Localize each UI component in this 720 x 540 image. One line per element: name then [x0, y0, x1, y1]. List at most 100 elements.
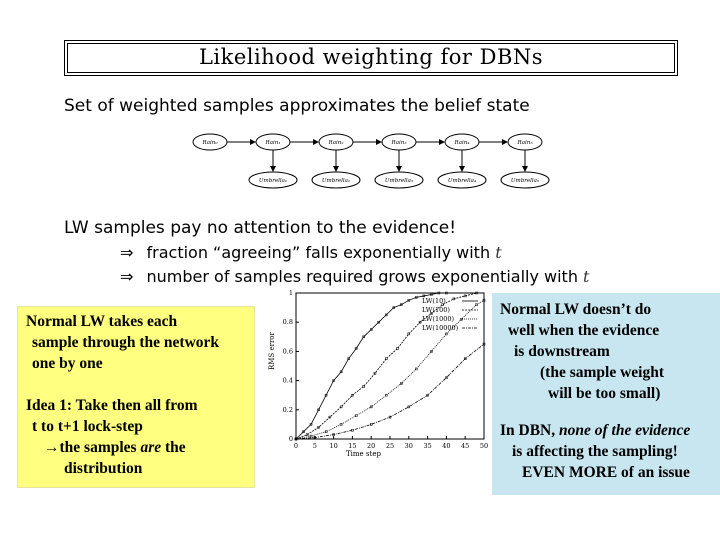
- series-point: [351, 428, 354, 432]
- rain-node-label: Rain₁: [264, 140, 280, 146]
- series-point: [294, 437, 298, 441]
- right-note-line: In DBN, none of the evidence: [500, 422, 691, 439]
- implies-symbol: ⇒: [120, 267, 134, 286]
- series-point: [430, 350, 433, 353]
- series-point: [422, 294, 426, 298]
- implication-samples-text: number of samples required grows exponen…: [146, 267, 578, 286]
- series-point: [373, 372, 377, 375]
- rain-node: Rain₅: [507, 133, 543, 151]
- series-point: [347, 357, 350, 360]
- series-point: [306, 433, 309, 436]
- series-point: [407, 332, 411, 336]
- series-point: [384, 313, 388, 317]
- right-note-line: is affecting the sampling!: [512, 443, 678, 460]
- rain-node-label: Rain₂: [327, 140, 343, 146]
- series-point: [437, 291, 441, 295]
- series-point: [392, 306, 396, 309]
- right-note-line: EVEN MORE of an issue: [522, 464, 690, 481]
- series-point: [418, 320, 422, 324]
- y-tick-label: 1: [289, 290, 293, 297]
- right-note-line: is downstream: [514, 343, 610, 360]
- right-note-line: (the sample weight: [540, 364, 664, 381]
- legend-entry: LW(10): [422, 297, 446, 305]
- x-axis-label: Time step: [346, 450, 381, 458]
- left-note-line: distribution: [64, 460, 143, 477]
- series-point: [430, 312, 433, 315]
- series-point: [377, 320, 380, 324]
- series-point: [482, 342, 486, 346]
- umbrella-node-label: Umbrella₁: [259, 178, 287, 184]
- series-point: [445, 332, 448, 336]
- implication-fraction-text: fraction “agreeing” falls exponentially …: [146, 243, 491, 262]
- series-line: [295, 292, 447, 440]
- series-line: [295, 343, 485, 440]
- left-note-box: Normal LW takes each sample through the …: [18, 307, 254, 487]
- x-tick-label: 25: [386, 442, 394, 450]
- series-point: [309, 423, 313, 426]
- left-note-line: →the samples are the: [44, 439, 186, 456]
- series-point: [407, 405, 411, 409]
- x-tick-label: 30: [405, 442, 413, 450]
- rain-node-label: Rain₅: [516, 140, 533, 146]
- x-tick-label: 0: [294, 442, 298, 450]
- x-tick-label: 45: [461, 442, 469, 450]
- umbrella-node: Umbrella₃: [374, 171, 424, 189]
- series-point: [475, 303, 478, 306]
- time-variable: t: [583, 267, 590, 286]
- x-tick-label: 20: [367, 442, 375, 450]
- series-point: [339, 405, 343, 409]
- rain-node: Rain₂: [318, 133, 354, 151]
- series-point: [332, 433, 335, 436]
- rms-error-chart: 0 0.2 0.4 0.6 0.8 1 0 5 10 15 20 25 30 35 40 45 50 LW(1…: [268, 290, 488, 458]
- series-point: [426, 393, 429, 397]
- series-point: [339, 370, 343, 374]
- series-point: [415, 296, 418, 299]
- series-point: [415, 367, 418, 371]
- x-tick-label: 35: [423, 442, 431, 450]
- right-note-box: Normal LW doesn’t do well when the evide…: [492, 293, 720, 495]
- y-tick-label: 0.2: [283, 406, 293, 414]
- x-tick-label: 5: [313, 442, 317, 450]
- y-tick-label: 0.4: [283, 377, 293, 385]
- legend-entry: LW(1000): [422, 315, 455, 323]
- series-point: [430, 293, 433, 296]
- series-point: [400, 303, 403, 306]
- series-point: [302, 430, 305, 433]
- series-point: [324, 430, 328, 433]
- series-point: [384, 393, 388, 397]
- left-note-line: Normal LW takes each: [26, 313, 178, 330]
- left-note-line: one by one: [32, 355, 103, 372]
- left-note-line: t to t+1 lock-step: [32, 418, 143, 435]
- rain-node: Rain₀: [192, 133, 228, 151]
- series-point: [463, 294, 467, 298]
- x-tick-label: 10: [329, 442, 337, 450]
- implication-samples: ⇒ number of samples required grows expon…: [120, 267, 589, 286]
- umbrella-node-label: Umbrella₃: [385, 178, 413, 184]
- bullet-belief-state: Set of weighted samples approximates the…: [64, 96, 530, 116]
- right-note-line: well when the evidence: [508, 322, 660, 339]
- series-point: [369, 405, 373, 409]
- y-tick-label: 0.6: [283, 347, 293, 355]
- series-point: [362, 385, 365, 388]
- series-point: [339, 423, 343, 426]
- umbrella-node: Umbrella₁: [248, 171, 298, 189]
- series-point: [396, 347, 399, 350]
- legend-entry: LW(10000): [422, 324, 459, 332]
- series-point: [332, 379, 335, 382]
- series-point: [452, 297, 456, 301]
- left-note-line: Idea 1: Take then all from: [26, 397, 198, 414]
- series-point: [400, 382, 403, 385]
- implies-symbol: ⇒: [120, 243, 134, 262]
- x-tick-label: 40: [442, 442, 450, 450]
- series-point: [384, 357, 388, 360]
- series-point: [354, 414, 358, 417]
- rain-node: Rain₄: [444, 133, 480, 151]
- series-point: [463, 357, 467, 360]
- x-tick-label: 15: [348, 442, 356, 450]
- bullet-no-attention: LW samples pay no attention to the evide…: [64, 218, 457, 238]
- rain-node: Rain₃: [381, 133, 417, 151]
- y-axis-label: RMS error: [268, 331, 276, 370]
- time-variable: t: [495, 243, 502, 262]
- arrow-icon: →: [44, 439, 60, 456]
- umbrella-node: Umbrella₄: [437, 171, 487, 189]
